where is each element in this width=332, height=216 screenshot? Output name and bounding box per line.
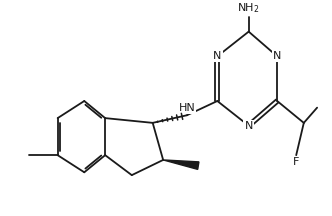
Text: NH$_2$: NH$_2$: [237, 1, 260, 14]
Text: F: F: [293, 157, 299, 167]
Text: HN: HN: [179, 103, 195, 113]
Polygon shape: [163, 160, 199, 169]
Text: N: N: [213, 51, 221, 61]
Text: N: N: [244, 121, 253, 131]
Text: N: N: [273, 51, 282, 61]
